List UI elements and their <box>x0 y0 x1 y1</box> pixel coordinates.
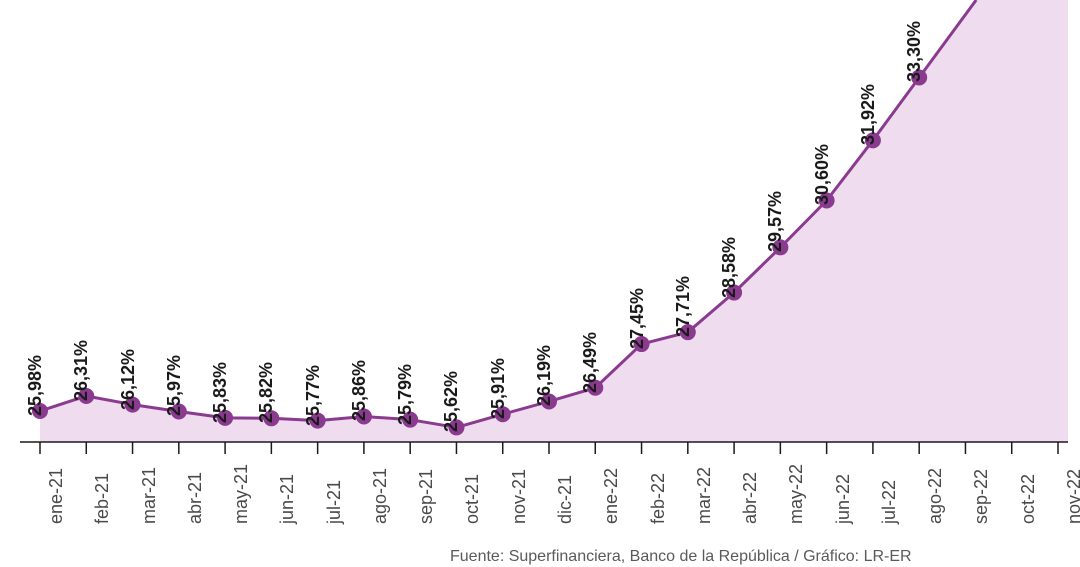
x-tick-label: sep-22 <box>971 469 992 524</box>
x-tick-label: mar-21 <box>139 467 160 524</box>
x-tick-label: jul-22 <box>879 480 900 524</box>
value-label: 25,83% <box>210 362 231 423</box>
x-tick-label: may-21 <box>231 464 252 524</box>
x-tick-label: feb-22 <box>648 473 669 524</box>
value-label: 28,58% <box>719 236 740 297</box>
value-label: 33,30% <box>904 21 925 82</box>
x-tick-label: may-22 <box>786 464 807 524</box>
source-footer: Fuente: Superfinanciera, Banco de la Rep… <box>450 548 912 566</box>
x-tick-label: mar-22 <box>694 467 715 524</box>
x-tick-label: ago-21 <box>370 468 391 524</box>
value-label: 25,79% <box>395 364 416 425</box>
x-tick-label: abr-22 <box>740 472 761 524</box>
value-label: 26,12% <box>118 349 139 410</box>
rate-evolution-chart: ene-21 feb-21 mar-21 abr-21 may-21 jun-21 jul-… <box>0 0 1080 567</box>
value-label: 31,92% <box>858 84 879 145</box>
value-label: 25,91% <box>488 358 509 419</box>
x-tick-label: nov-21 <box>509 469 530 524</box>
value-label: 25,86% <box>349 360 370 421</box>
value-label: 26,19% <box>534 345 555 406</box>
x-tick-label: ene-21 <box>46 468 67 524</box>
value-label: 30,60% <box>812 144 833 205</box>
value-label: 25,82% <box>256 362 277 423</box>
x-tick-label: oct-22 <box>1018 474 1039 524</box>
x-tick-label: dic-21 <box>555 475 576 524</box>
x-tick-label: sep-21 <box>416 469 437 524</box>
value-label: 25,97% <box>164 355 185 416</box>
x-tick-label: jun-22 <box>833 474 854 524</box>
value-label: 27,71% <box>673 276 694 337</box>
value-label: 29,57% <box>765 191 786 252</box>
x-tick-label: feb-21 <box>92 473 113 524</box>
value-label: 25,77% <box>303 365 324 426</box>
value-label: 27,45% <box>627 288 648 349</box>
value-label: 26,49% <box>580 332 601 393</box>
value-label: 25,62% <box>441 371 462 432</box>
x-tick-label: ago-22 <box>925 468 946 524</box>
value-label: 25,98% <box>25 355 46 416</box>
x-tick-label: oct-21 <box>462 474 483 524</box>
x-tick-label: ene-22 <box>601 468 622 524</box>
x-tick-label: jun-21 <box>277 474 298 524</box>
x-tick-label: nov-22 <box>1064 469 1080 524</box>
chart-svg <box>0 0 1080 567</box>
value-label: 26,31% <box>71 340 92 401</box>
x-tick-label: jul-21 <box>324 480 345 524</box>
x-tick-label: abr-21 <box>185 472 206 524</box>
